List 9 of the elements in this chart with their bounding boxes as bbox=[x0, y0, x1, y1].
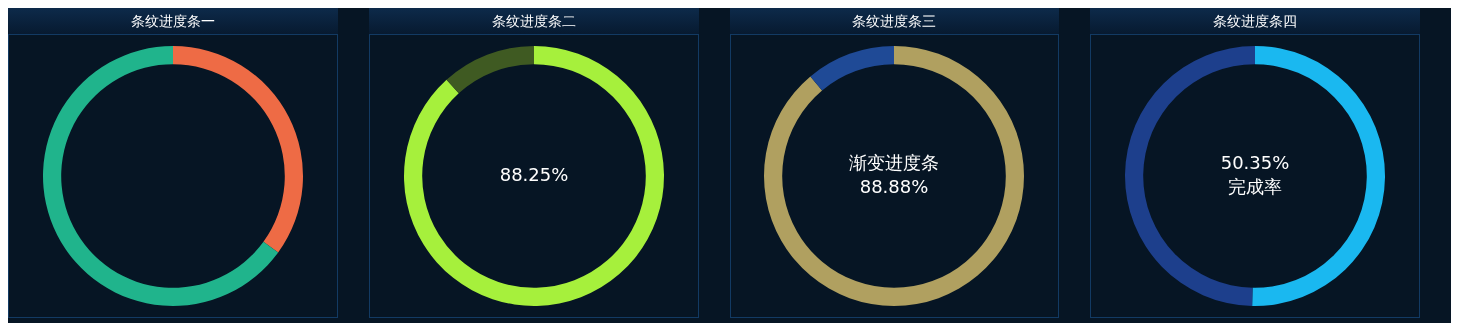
text: 渐变进度条 bbox=[849, 151, 940, 173]
data-label: 88.25% bbox=[499, 163, 568, 185]
chart-title: 条纹进度条二 bbox=[368, 8, 699, 34]
text: 完成率 bbox=[1228, 175, 1283, 197]
chart-title: 条纹进度条三 bbox=[729, 8, 1060, 34]
data-label: 50.35% bbox=[1220, 151, 1290, 173]
chart-title: 条纹进度条四 bbox=[1090, 8, 1420, 34]
chart-title: 条纹进度条一 bbox=[8, 8, 338, 34]
data-label: 88.88% bbox=[860, 175, 929, 197]
